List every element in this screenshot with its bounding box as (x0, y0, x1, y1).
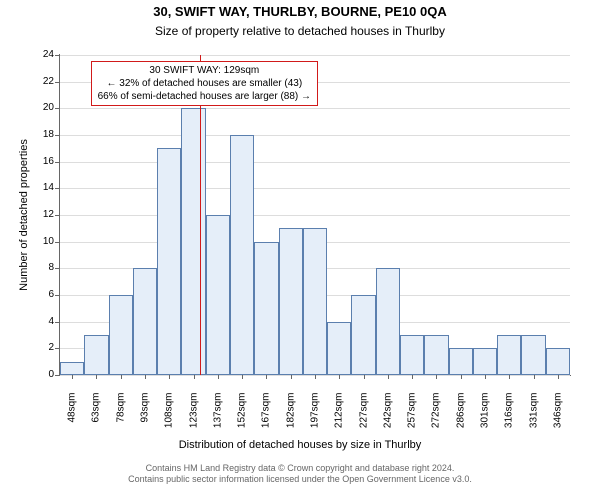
histogram-bar (109, 295, 133, 375)
x-tickmark (169, 375, 170, 379)
histogram-bar (60, 362, 84, 375)
histogram-bar (206, 215, 230, 375)
footer-line: Contains HM Land Registry data © Crown c… (0, 463, 600, 474)
gridline (60, 55, 570, 56)
y-tick-label: 6 (32, 289, 54, 300)
histogram-bar (327, 322, 351, 375)
footer-line: Contains public sector information licen… (0, 474, 600, 485)
y-tickmark (55, 135, 59, 136)
histogram-bar (473, 348, 497, 375)
annotation-line: 66% of semi-detached houses are larger (… (98, 90, 311, 103)
y-tickmark (55, 108, 59, 109)
x-tickmark (485, 375, 486, 379)
chart-title: 30, SWIFT WAY, THURLBY, BOURNE, PE10 0QA (0, 4, 600, 19)
histogram-bar (521, 335, 545, 375)
x-tickmark (291, 375, 292, 379)
histogram-bar (376, 268, 400, 375)
x-tickmark (72, 375, 73, 379)
x-tickmark (364, 375, 365, 379)
histogram-bar (497, 335, 521, 375)
histogram-bar (400, 335, 424, 375)
y-tickmark (55, 322, 59, 323)
y-tick-label: 24 (32, 49, 54, 60)
histogram-bar (351, 295, 375, 375)
gridline (60, 108, 570, 109)
x-tickmark (388, 375, 389, 379)
y-tickmark (55, 348, 59, 349)
x-axis-label: Distribution of detached houses by size … (0, 439, 600, 451)
y-tick-label: 18 (32, 129, 54, 140)
annotation-line: 30 SWIFT WAY: 129sqm (98, 64, 311, 77)
y-tick-label: 14 (32, 182, 54, 193)
y-tickmark (55, 268, 59, 269)
gridline (60, 188, 570, 189)
x-tickmark (509, 375, 510, 379)
chart-footer: Contains HM Land Registry data © Crown c… (0, 463, 600, 486)
y-tickmark (55, 55, 59, 56)
y-tick-label: 0 (32, 369, 54, 380)
y-tick-label: 10 (32, 236, 54, 247)
y-tick-label: 20 (32, 102, 54, 113)
y-tick-label: 22 (32, 76, 54, 87)
y-tickmark (55, 375, 59, 376)
y-tick-label: 4 (32, 316, 54, 327)
x-tickmark (461, 375, 462, 379)
histogram-bar (546, 348, 570, 375)
x-tickmark (339, 375, 340, 379)
y-tickmark (55, 295, 59, 296)
gridline (60, 162, 570, 163)
annotation-line: ← 32% of detached houses are smaller (43… (98, 77, 311, 90)
histogram-bar (181, 108, 205, 375)
y-axis-label: Number of detached properties (18, 55, 30, 375)
histogram-bar (133, 268, 157, 375)
y-tickmark (55, 82, 59, 83)
chart-container: 30, SWIFT WAY, THURLBY, BOURNE, PE10 0QA… (0, 0, 600, 500)
chart-subtitle: Size of property relative to detached ho… (0, 24, 600, 38)
x-tickmark (194, 375, 195, 379)
y-tick-label: 16 (32, 156, 54, 167)
histogram-bar (157, 148, 181, 375)
x-tickmark (315, 375, 316, 379)
plot-area: 02468101214161820222448sqm63sqm78sqm93sq… (60, 55, 570, 375)
y-tickmark (55, 215, 59, 216)
x-tickmark (218, 375, 219, 379)
x-tickmark (436, 375, 437, 379)
x-tickmark (121, 375, 122, 379)
x-tickmark (558, 375, 559, 379)
histogram-bar (254, 242, 278, 375)
y-tickmark (55, 162, 59, 163)
histogram-bar (449, 348, 473, 375)
y-tickmark (55, 242, 59, 243)
x-tickmark (242, 375, 243, 379)
histogram-bar (230, 135, 254, 375)
annotation-box: 30 SWIFT WAY: 129sqm← 32% of detached ho… (91, 61, 318, 106)
x-tickmark (412, 375, 413, 379)
histogram-bar (84, 335, 108, 375)
y-tick-label: 12 (32, 209, 54, 220)
x-tickmark (534, 375, 535, 379)
gridline (60, 135, 570, 136)
x-tickmark (266, 375, 267, 379)
gridline (60, 215, 570, 216)
x-tickmark (96, 375, 97, 379)
y-tick-label: 2 (32, 342, 54, 353)
y-tick-label: 8 (32, 262, 54, 273)
histogram-bar (424, 335, 448, 375)
histogram-bar (279, 228, 303, 375)
histogram-bar (303, 228, 327, 375)
x-tickmark (145, 375, 146, 379)
y-tickmark (55, 188, 59, 189)
